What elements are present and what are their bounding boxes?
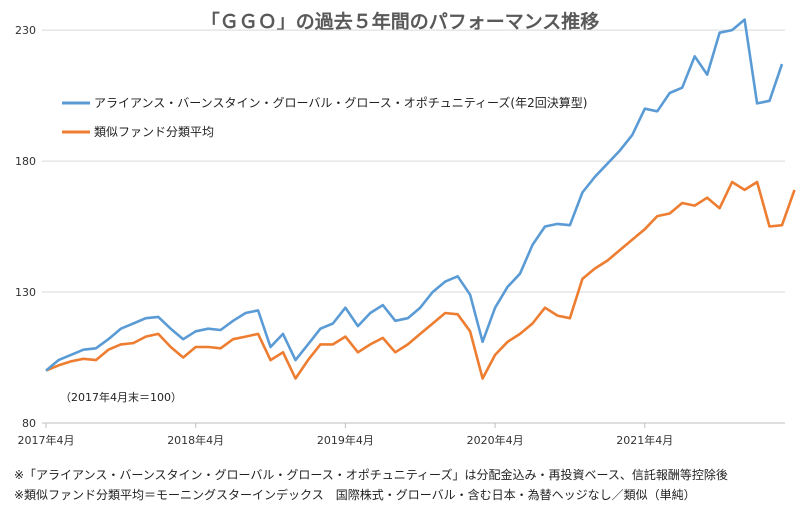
x-tick-label: 2018年4月 (167, 433, 224, 447)
series-line-ggo (45, 18, 784, 372)
series-lines (45, 18, 796, 380)
footnote-1: ※「アライアンス・バーンスタイン・グローバル・グロース・オポチュニティーズ」は分… (14, 467, 728, 482)
chart-title: 「ＧＧＯ」の過去５年間のパフォーマンス推移 (201, 10, 600, 33)
base-note: （2017年4月末＝100） (60, 390, 182, 404)
x-tick-label: 2021年4月 (616, 433, 673, 447)
y-tick-label: 230 (15, 24, 36, 37)
series-line-peer-average (45, 180, 796, 380)
legend-label-peer: 類似ファンド分類平均 (94, 125, 214, 139)
legend: アライアンス・バーンスタイン・グローバル・グロース・オポチュニティーズ(年2回決… (62, 95, 587, 139)
y-tick-label: 180 (15, 155, 36, 168)
legend-label-ggo: アライアンス・バーンスタイン・グローバル・グロース・オポチュニティーズ(年2回決… (94, 95, 587, 110)
y-axis-ticks: 80 130 180 230 (15, 24, 36, 430)
x-tick-label: 2019年4月 (317, 433, 374, 447)
y-tick-label: 130 (15, 286, 36, 299)
x-tick-label: 2017年4月 (18, 433, 75, 447)
x-axis-ticks: 2017年4月 2018年4月 2019年4月 2020年4月 2021年4月 (18, 423, 673, 447)
y-tick-label: 80 (22, 417, 36, 430)
x-tick-label: 2020年4月 (467, 433, 524, 447)
footnote-2: ※類似ファンド分類平均＝モーニングスターインデックス 国際株式・グローバル・含む… (14, 487, 696, 502)
gridlines (42, 29, 785, 293)
